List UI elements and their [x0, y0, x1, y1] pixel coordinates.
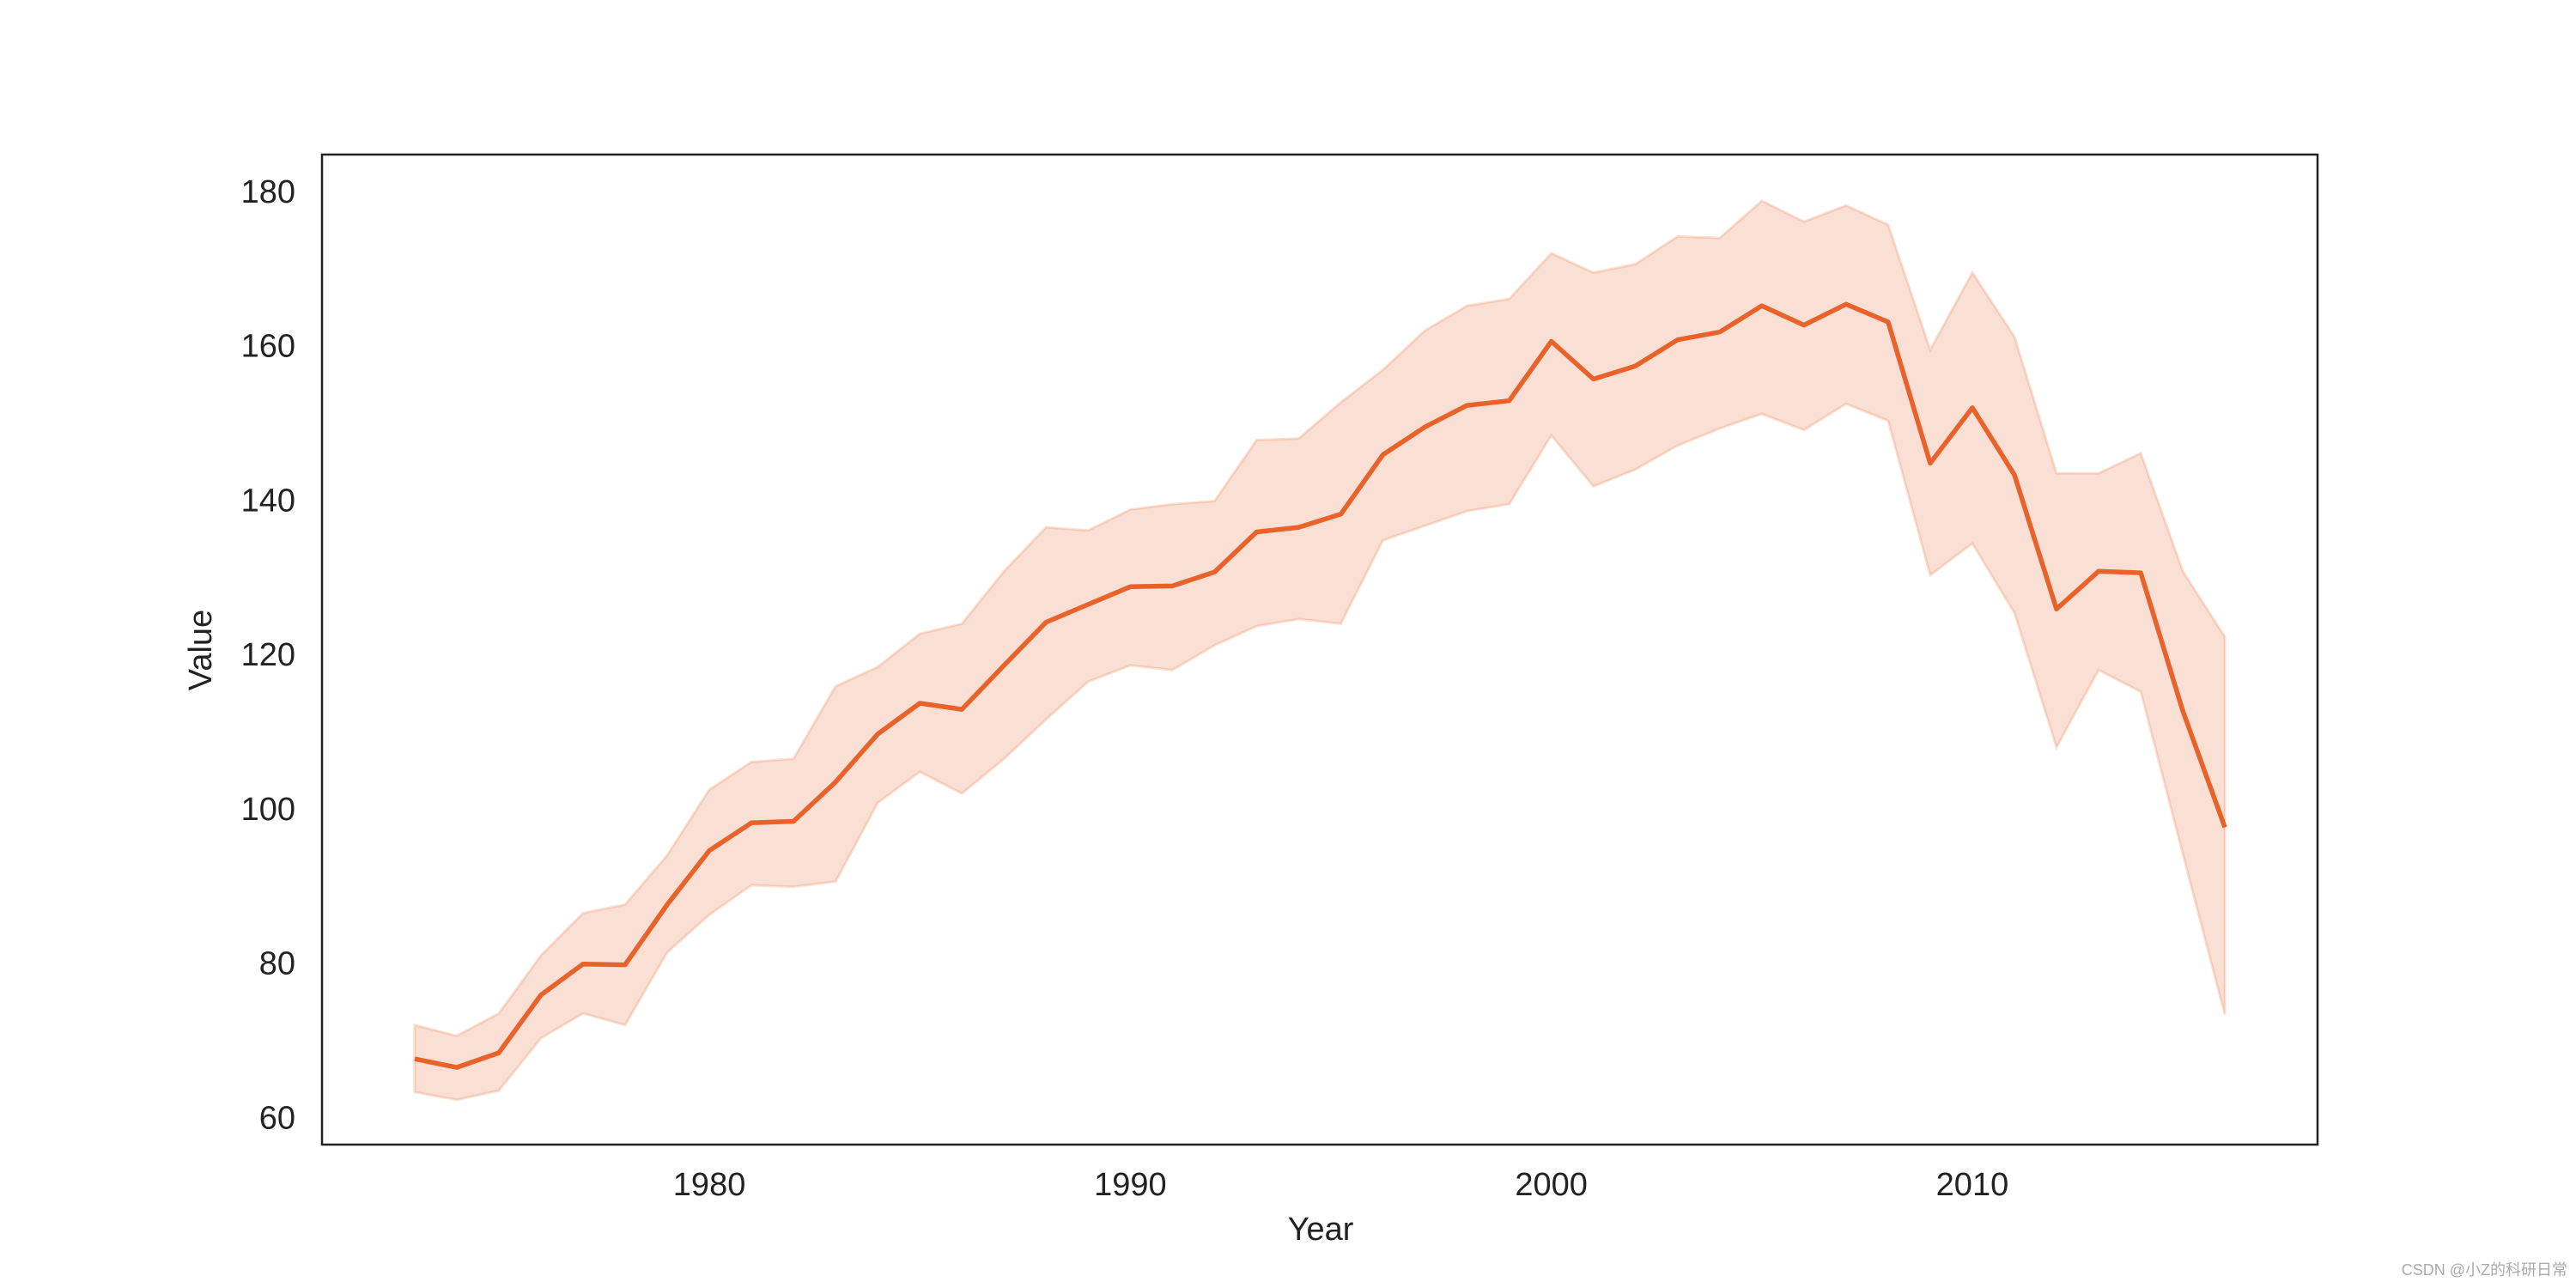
y-tick-label: 80: [259, 946, 295, 982]
confidence-band: [413, 199, 2227, 1102]
line: [414, 301, 2227, 1070]
y-tick-label: 160: [241, 329, 295, 365]
y-tick-label: 180: [241, 174, 295, 210]
x-tick-label: 1980: [673, 1167, 746, 1203]
x-tick-label: 2010: [1936, 1167, 2009, 1203]
watermark: CSDN @小Z的科研日常: [2402, 1261, 2567, 1279]
x-axis-label: Year: [1288, 1212, 1354, 1248]
y-tick-label: 140: [241, 483, 295, 519]
x-tick-label: 2000: [1515, 1167, 1588, 1203]
y-axis-label: Value: [183, 610, 219, 690]
x-tick-label: 1990: [1094, 1167, 1167, 1203]
y-tick-label: 60: [259, 1100, 295, 1136]
y-tick-label: 100: [241, 792, 295, 828]
plot-frame: [320, 153, 2319, 1146]
y-tick-label: 120: [241, 637, 295, 673]
